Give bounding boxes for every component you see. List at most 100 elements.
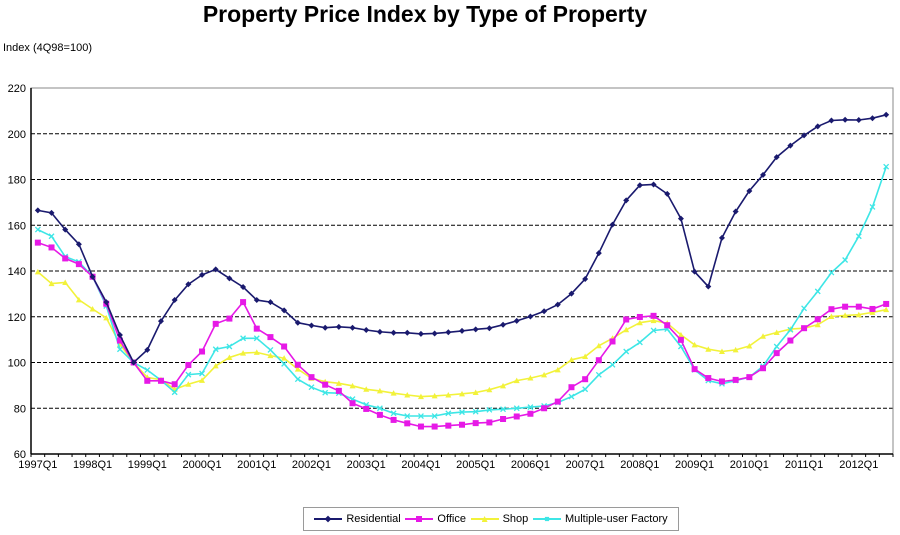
data-point bbox=[609, 338, 616, 345]
data-point bbox=[459, 327, 465, 334]
series-line bbox=[37, 166, 887, 417]
data-point bbox=[267, 334, 274, 341]
legend-label-shop: Shop bbox=[502, 513, 529, 525]
data-point bbox=[595, 371, 602, 378]
data-point bbox=[75, 261, 82, 268]
data-point bbox=[842, 303, 849, 310]
data-point bbox=[116, 332, 123, 339]
data-point bbox=[240, 284, 247, 291]
data-point bbox=[527, 375, 534, 381]
x-tick-label: 2010Q1 bbox=[730, 459, 769, 471]
y-tick-label: 100 bbox=[8, 358, 26, 370]
x-tick-label: 2004Q1 bbox=[401, 459, 440, 471]
data-point bbox=[486, 386, 493, 393]
data-point bbox=[48, 280, 55, 287]
data-point bbox=[664, 322, 671, 329]
x-tick-label: 2002Q1 bbox=[292, 459, 331, 471]
data-point bbox=[390, 329, 397, 336]
data-point bbox=[294, 376, 301, 383]
x-tick-label: 2005Q1 bbox=[456, 459, 495, 471]
data-point bbox=[144, 377, 151, 384]
data-point bbox=[705, 283, 712, 290]
data-point bbox=[527, 404, 534, 411]
data-point bbox=[116, 346, 123, 353]
data-point bbox=[869, 305, 876, 312]
data-point bbox=[855, 311, 862, 318]
legend-item-factory: Multiple-user Factory bbox=[532, 513, 668, 525]
series-line bbox=[37, 114, 887, 364]
x-tick-label: 1999Q1 bbox=[128, 459, 167, 471]
data-point bbox=[212, 266, 219, 273]
data-point bbox=[363, 405, 370, 412]
data-point bbox=[773, 343, 780, 350]
x-tick-label: 2000Q1 bbox=[182, 459, 221, 471]
data-point bbox=[417, 423, 424, 430]
data-point bbox=[199, 271, 206, 278]
data-point bbox=[75, 296, 82, 303]
data-point bbox=[34, 239, 41, 246]
data-point bbox=[89, 273, 96, 280]
data-point bbox=[376, 411, 383, 418]
data-point bbox=[445, 410, 452, 417]
data-point bbox=[732, 376, 739, 383]
data-point bbox=[376, 328, 383, 335]
data-point bbox=[814, 123, 821, 130]
legend-swatch-shop bbox=[470, 514, 499, 524]
data-point bbox=[568, 393, 575, 400]
data-point bbox=[883, 111, 890, 118]
data-point bbox=[212, 346, 219, 353]
data-point bbox=[48, 209, 55, 216]
data-point bbox=[500, 382, 507, 389]
data-point bbox=[513, 413, 520, 420]
data-point bbox=[281, 343, 288, 350]
data-point bbox=[308, 384, 315, 391]
x-tick-label: 2012Q1 bbox=[839, 459, 878, 471]
data-point bbox=[281, 307, 288, 314]
data-point bbox=[199, 377, 206, 383]
data-point bbox=[842, 257, 849, 263]
x-tick-label: 2009Q1 bbox=[675, 459, 714, 471]
data-point bbox=[185, 371, 192, 378]
data-point bbox=[691, 268, 698, 275]
data-point bbox=[459, 409, 465, 416]
data-point bbox=[527, 410, 534, 417]
data-point bbox=[294, 366, 301, 372]
data-point bbox=[582, 376, 589, 383]
data-point bbox=[34, 207, 41, 214]
data-point bbox=[253, 335, 260, 342]
data-point bbox=[801, 132, 808, 139]
data-point bbox=[116, 337, 123, 344]
data-point bbox=[869, 115, 876, 122]
data-point bbox=[240, 299, 247, 306]
x-tick-label: 2003Q1 bbox=[347, 459, 386, 471]
data-point bbox=[48, 244, 55, 251]
data-point bbox=[226, 343, 233, 350]
series-line bbox=[37, 241, 887, 428]
data-point bbox=[226, 354, 233, 360]
legend-swatch-office bbox=[405, 514, 434, 524]
data-point bbox=[883, 300, 890, 307]
axes: 60 80 100 120 140 160 180 200 220 1997Q1 1998Q1 199… bbox=[8, 83, 894, 471]
y-tick-label: 120 bbox=[8, 312, 26, 324]
legend-swatch-residential bbox=[314, 514, 343, 524]
data-point bbox=[281, 355, 288, 361]
data-point bbox=[199, 348, 206, 355]
data-point bbox=[294, 361, 301, 368]
data-point bbox=[869, 309, 876, 315]
data-point bbox=[623, 348, 630, 355]
series bbox=[34, 111, 890, 430]
data-point bbox=[636, 313, 643, 320]
data-point bbox=[814, 316, 821, 323]
data-point bbox=[404, 391, 411, 398]
data-point bbox=[390, 416, 397, 423]
y-tick-label: 220 bbox=[8, 83, 26, 95]
data-point bbox=[157, 377, 164, 384]
data-point bbox=[34, 268, 41, 275]
data-point bbox=[431, 330, 438, 337]
y-tick-label: 140 bbox=[8, 266, 26, 278]
data-point bbox=[459, 390, 465, 397]
data-point bbox=[636, 339, 643, 346]
data-point bbox=[718, 378, 725, 385]
legend-label-residential: Residential bbox=[346, 513, 401, 525]
data-point bbox=[787, 337, 794, 344]
